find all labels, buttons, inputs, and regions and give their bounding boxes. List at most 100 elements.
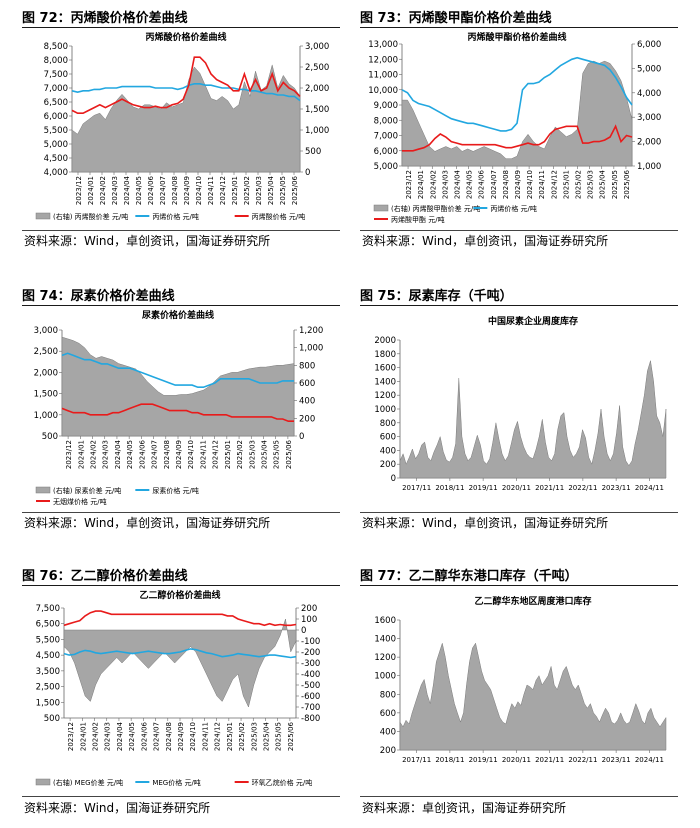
x-tick-label: 2023/11 — [602, 756, 631, 764]
legend-label: MEG价格 元/吨 — [152, 778, 200, 787]
y-tick-label-left: 1000 — [374, 672, 396, 682]
legend-label: 丙烯价格 元/吨 — [152, 212, 199, 221]
x-tick-label: 2018/11 — [435, 756, 464, 764]
y-tick-label-left: 2,000 — [34, 368, 58, 378]
series-line-1 — [63, 648, 297, 659]
x-tick-label: 2025/06 — [623, 169, 631, 199]
title-rule — [22, 585, 340, 586]
y-tick-label-right: 2,000 — [305, 84, 329, 94]
y-tick-label-left: 1,000 — [34, 411, 58, 421]
figure-title: 图 74：尿素价格价差曲线 — [22, 289, 175, 304]
x-tick-label: 2023/12 — [405, 170, 413, 199]
y-tick-label-left: 200 — [380, 746, 396, 756]
legend-label: (右轴) MEG价差 元/吨 — [53, 778, 123, 787]
y-tick-label-left: 8,500 — [44, 42, 68, 52]
x-tick-label: 2024/08 — [171, 176, 179, 205]
x-tick-label: 2024/12 — [219, 176, 227, 205]
legend-swatch — [373, 204, 389, 212]
series-area-0 — [71, 64, 301, 173]
x-tick-label: 2024/02 — [99, 176, 107, 205]
y-tick-label-left: 7,500 — [36, 604, 60, 614]
x-tick-label: 2024/12 — [212, 440, 220, 469]
x-tick-label: 2025/04 — [599, 169, 607, 199]
y-tick-label-right: 2,500 — [305, 63, 329, 73]
y-tick-label-right: 1,000 — [299, 344, 323, 354]
x-tick-label: 2021/11 — [535, 756, 564, 764]
chart-methyl-acrylate-spread: 丙烯酸甲酯价格价差曲线 5,000 6,000 7,000 8,000 9,000 10,0… — [368, 31, 661, 224]
x-tick-label: 2025/04 — [267, 175, 275, 205]
chart-title: 尿素价格价差曲线 — [142, 309, 214, 321]
x-tick-label: 2024/04 — [453, 169, 461, 199]
series-line-1 — [71, 83, 301, 102]
x-tick-label: 2024/10 — [526, 170, 534, 199]
series-line-1 — [61, 352, 294, 388]
legend-swatch — [35, 212, 51, 220]
x-tick-label: 2024/04 — [114, 439, 122, 469]
x-tick-label: 2024/07 — [490, 170, 498, 199]
x-tick-label: 2024/02 — [429, 170, 437, 199]
source-text: 资料来源：Wind，卓创资讯，国海证券研究所 — [362, 516, 609, 530]
y-tick-label-left: 4,500 — [44, 154, 68, 164]
y-tick-label-left: 3,500 — [36, 667, 60, 677]
x-tick-label: 2017/11 — [402, 484, 431, 492]
x-tick-label: 2025/02 — [575, 170, 583, 199]
chart-acrylic-acid-spread: 丙烯酸价格价差曲线 4,000 4,500 5,000 5,500 6,000 6,500 7… — [35, 31, 329, 221]
y-tick-label-left: 7,000 — [374, 132, 398, 142]
x-tick-label: 2024/05 — [135, 176, 143, 205]
y-tick-label-left: 8,000 — [374, 116, 398, 126]
source-text: 资料来源：卓创资讯，国海证券研究所 — [362, 801, 567, 815]
y-tick-label-left: 3,000 — [34, 326, 58, 336]
x-tick-label: 2019/11 — [469, 484, 498, 492]
x-tick-label: 2023/12 — [65, 440, 73, 469]
x-tick-label: 2024/02 — [90, 440, 98, 469]
y-tick-label-left: 5,500 — [44, 126, 68, 136]
x-tick-label: 2024/04 — [116, 721, 124, 751]
y-tick-label-left: 1200 — [374, 653, 396, 663]
x-tick-label: 2025/01 — [562, 170, 570, 199]
y-tick-label-right: 0 — [305, 168, 310, 178]
x-tick-label: 2025/06 — [291, 175, 299, 205]
x-tick-label: 2025/02 — [236, 440, 244, 469]
legend-label: (右轴) 丙烯酸甲酯价差 元/吨 — [391, 204, 480, 213]
x-tick-label: 2024/11 — [207, 176, 215, 205]
y-tick-label-left: 1,500 — [36, 698, 60, 708]
x-tick-label: 2024/01 — [79, 722, 87, 751]
y-tick-label-left: 1600 — [374, 616, 396, 626]
y-tick-label-right: 200 — [301, 604, 317, 614]
x-tick-label: 2025/05 — [273, 440, 281, 469]
series-area-0 — [401, 60, 633, 167]
x-tick-label: 2024/04 — [123, 175, 131, 205]
figure-title: 图 75：尿素库存（千吨） — [360, 289, 513, 304]
y-tick-label-right: 600 — [299, 379, 315, 389]
x-tick-label: 2024/07 — [153, 722, 161, 751]
y-tick-label-left: 400 — [380, 446, 396, 456]
y-tick-label-left: 6,500 — [36, 620, 60, 630]
chart-title: 乙二醇华东地区周度港口库存 — [474, 595, 591, 607]
y-tick-label-left: 500 — [44, 714, 60, 724]
figure-title: 图 77：乙二醇华东港口库存（千吨） — [360, 569, 578, 584]
x-tick-label: 2024/01 — [77, 440, 85, 469]
x-tick-label: 2024/11 — [201, 722, 209, 751]
y-tick-label-right: 100 — [301, 615, 317, 625]
x-tick-label: 2025/03 — [587, 170, 595, 199]
x-tick-label: 2022/11 — [568, 756, 597, 764]
y-tick-label-right: 1,000 — [305, 126, 329, 136]
x-tick-label: 2017/11 — [402, 756, 431, 764]
y-tick-label-left: 7,000 — [44, 84, 68, 94]
y-tick-label-right: 0 — [301, 626, 306, 636]
x-tick-label: 2025/05 — [279, 176, 287, 205]
x-tick-label: 2025/02 — [243, 176, 251, 205]
source-rule — [22, 230, 340, 231]
x-tick-label: 2024/05 — [128, 722, 136, 751]
figure-title: 图 73：丙烯酸甲酯价格价差曲线 — [360, 11, 552, 26]
x-tick-label: 2024/07 — [151, 440, 159, 469]
x-tick-label: 2024/03 — [104, 722, 112, 751]
x-tick-label: 2024/06 — [478, 169, 486, 199]
y-tick-label-right: 4,000 — [637, 89, 661, 99]
y-tick-label-right: 800 — [299, 361, 315, 371]
y-tick-label-left: 1,500 — [34, 390, 58, 400]
figure-title: 图 76：乙二醇价格价差曲线 — [22, 569, 188, 584]
legend-label: 无烟煤价格 元/吨 — [53, 497, 107, 506]
x-tick-label: 2020/11 — [502, 756, 531, 764]
y-tick-label-left: 6,000 — [44, 112, 68, 122]
